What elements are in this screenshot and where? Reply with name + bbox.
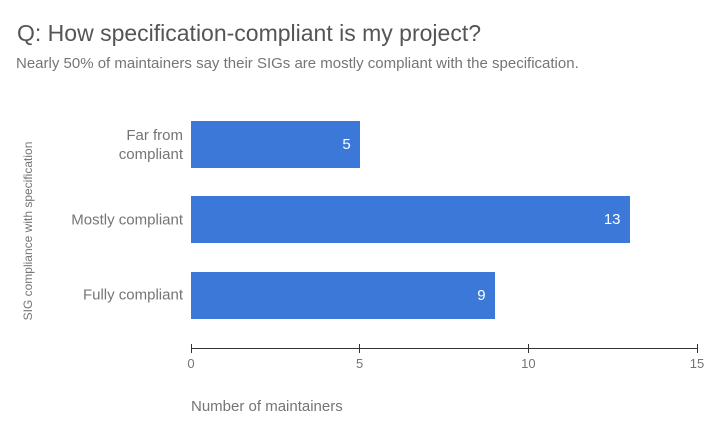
bar-row: Fully compliant 9: [83, 271, 697, 319]
bar: 13: [191, 196, 630, 244]
y-axis-title: SIG compliance with specification: [21, 141, 35, 321]
x-axis-tick-mark: [190, 344, 192, 353]
category-label: Far from compliant: [118, 126, 183, 163]
bar-value-label: 13: [603, 211, 621, 229]
bar: 9: [191, 271, 495, 319]
x-axis-line: [191, 348, 698, 349]
x-axis-tick-mark: [527, 344, 529, 353]
x-axis-tick-mark: [359, 344, 361, 353]
x-axis-tick-label: 10: [521, 356, 536, 371]
bar-row: Far from compliant 5: [119, 121, 697, 168]
bar: 5: [191, 121, 360, 168]
x-axis-tick-mark: [696, 344, 698, 353]
plot-area: Far from compliant 5 Mostly compliant 13 Ful…: [71, 100, 697, 348]
x-axis-tick-label: 0: [187, 356, 195, 371]
bar-row: Mostly compliant 13: [71, 196, 697, 244]
x-axis-title: Number of maintainers: [191, 398, 343, 415]
chart-title: Q: How specification-compliant is my pro…: [17, 20, 481, 46]
chart-subtitle: Nearly 50% of maintainers say their SIGs…: [16, 55, 579, 72]
bar-value-label: 5: [342, 136, 351, 153]
category-label: Fully compliant: [82, 286, 183, 304]
x-axis-tick-label: 5: [356, 356, 364, 371]
x-axis-tick-label: 15: [689, 356, 705, 371]
category-label: Mostly compliant: [71, 211, 183, 229]
bar-value-label: 9: [477, 286, 486, 304]
